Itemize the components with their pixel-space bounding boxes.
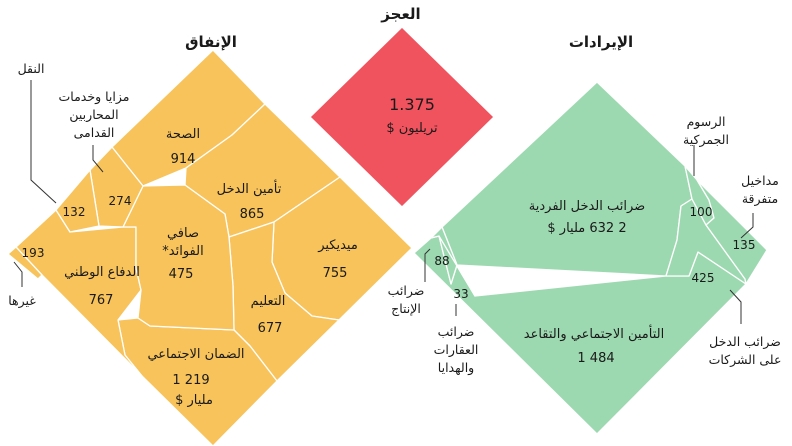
revenue-label-payroll: التأمين الاجتماعي والتقاعد	[524, 324, 664, 342]
leader-corporate	[729, 289, 742, 324]
revenue-callout-corporate-line-1: ضرائب الدخل	[709, 334, 781, 350]
spending-value-education: 677	[258, 321, 283, 336]
spending-label-net-interest-line-1: صافي	[167, 226, 199, 241]
revenue-callout-customs-line-1: الرسوم	[687, 114, 726, 130]
chart-text: العجز الإنفاق الإيرادات 1.375 تريليون $ الصحة…	[8, 5, 781, 408]
leader-veterans	[92, 145, 104, 173]
chart-shapes	[7, 26, 768, 446]
revenue-callout-estate-gift-line-2: العقارات	[434, 342, 479, 358]
spending-value-income-security: 865	[240, 207, 265, 222]
spending-callout-veterans-line-2: المحاربين	[69, 107, 118, 123]
spending-label-social-security: الضمان الاجتماعي	[147, 347, 244, 362]
spending-callout-veterans-line-3: القدامى	[74, 125, 115, 140]
deficit-diamond	[309, 26, 495, 208]
spending-value-veterans: 274	[109, 194, 132, 208]
revenue-callout-misc-line-1: مداخيل	[741, 173, 779, 188]
revenue-value-misc: 135	[733, 238, 756, 252]
spending-value-other: 193	[22, 246, 45, 260]
spending-label-defense: الدفاع الوطني	[64, 265, 140, 280]
revenue-value-individual-income: 2 632 مليار $	[547, 221, 626, 236]
revenue-callout-customs-line-2: الجمركية	[683, 132, 729, 148]
leader-lines	[13, 80, 754, 324]
revenue-value-excise: 88	[434, 254, 449, 268]
deficit-unit: تريليون $	[386, 121, 438, 136]
revenue-cell-estate-gift	[438, 235, 476, 297]
spending-callout-other: غيرها	[8, 293, 36, 309]
deficit-value: 1.375	[389, 95, 435, 114]
revenue-callout-misc-line-2: متفرقة	[742, 191, 778, 207]
spending-value-medicare: 755	[323, 266, 348, 281]
title-revenue: الإيرادات	[569, 33, 633, 51]
revenue-label-individual-income: ضرائب الدخل الفردية	[529, 199, 645, 214]
leader-excise	[424, 248, 431, 282]
spending-callout-transport: النقل	[18, 61, 45, 76]
spending-cell-other	[7, 246, 43, 280]
spending-label-education: التعليم	[251, 294, 286, 309]
spending-value-social-security: 1 219	[172, 373, 209, 388]
spending-value-transport: 132	[63, 205, 86, 219]
spending-cell-transport	[55, 169, 100, 233]
revenue-callout-excise-line-2: الإنتاج	[391, 301, 421, 316]
spending-callout-veterans-line-1: مزايا وخدمات	[59, 89, 130, 105]
revenue-callout-estate-gift-line-1: ضرائب	[438, 324, 475, 340]
revenue-callout-corporate-line-2: على الشركات	[709, 352, 782, 368]
spending-unit-social-security: مليار $	[175, 393, 213, 408]
spending-value-defense: 767	[89, 293, 114, 308]
spending-label-income-security: تأمين الدخل	[217, 179, 282, 197]
revenue-value-payroll: 1 484	[577, 351, 614, 366]
revenue-value-corporate: 425	[692, 271, 715, 285]
spending-label-medicare: ميديكير	[317, 238, 358, 253]
spending-label-health: الصحة	[166, 127, 200, 142]
leader-transport	[30, 80, 57, 204]
spending-value-health: 914	[171, 152, 196, 167]
revenue-cell-misc	[696, 179, 768, 285]
spending-label-net-interest-line-2: الفوائد*	[162, 244, 203, 259]
spending-value-net-interest: 475	[169, 267, 194, 282]
title-deficit: العجز	[380, 5, 420, 23]
revenue-value-estate-gift: 33	[453, 287, 468, 301]
revenue-value-customs: 100	[690, 205, 713, 219]
revenue-callout-estate-gift-line-3: والهدايا	[438, 360, 474, 376]
leader-other	[13, 261, 23, 287]
spending-cell-net-interest	[122, 184, 235, 331]
revenue-callout-excise-line-1: ضرائب	[388, 283, 425, 299]
leader-misc	[740, 213, 754, 239]
title-spending: الإنفاق	[185, 33, 237, 51]
